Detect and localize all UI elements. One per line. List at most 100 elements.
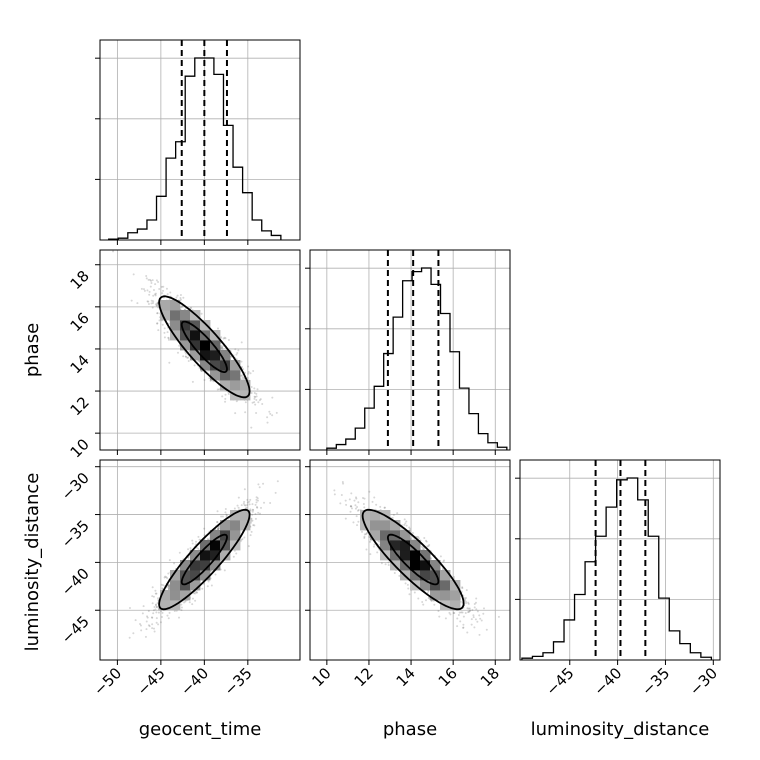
sample-point <box>442 560 445 563</box>
density-block <box>230 520 241 531</box>
sample-point <box>166 331 169 334</box>
sample-point <box>405 524 408 527</box>
sample-point <box>167 588 170 591</box>
sample-point <box>163 336 166 339</box>
density-block <box>190 550 201 561</box>
sample-point <box>365 548 368 551</box>
density-block <box>210 560 221 571</box>
sample-point <box>464 612 467 615</box>
sample-point <box>224 400 227 403</box>
sample-point <box>154 589 157 592</box>
sample-point <box>191 539 194 542</box>
sample-point <box>257 511 260 514</box>
density-block <box>200 340 211 351</box>
sample-point <box>425 540 428 543</box>
sample-point <box>224 393 227 396</box>
sample-point <box>258 512 261 515</box>
sample-point <box>167 617 170 620</box>
sample-point <box>139 623 142 626</box>
sample-point <box>161 323 164 326</box>
sample-point <box>250 530 253 533</box>
sample-point <box>146 289 149 292</box>
sample-point <box>224 508 227 511</box>
sample-point <box>340 493 343 496</box>
sample-point <box>430 599 433 602</box>
density-block <box>180 570 191 581</box>
sample-point <box>243 536 246 539</box>
sample-point <box>159 621 162 624</box>
sample-point <box>396 512 399 515</box>
sample-point <box>146 615 149 618</box>
sample-point <box>249 498 252 501</box>
sample-point <box>467 610 470 613</box>
sample-point <box>153 293 156 296</box>
sample-point <box>156 304 159 307</box>
sample-point <box>403 518 406 521</box>
sample-point <box>357 501 360 504</box>
sample-point <box>406 583 409 586</box>
sample-point <box>210 584 213 587</box>
sample-point <box>168 559 171 562</box>
sample-point <box>225 514 228 517</box>
sample-point <box>472 614 475 617</box>
sample-point <box>365 533 368 536</box>
sample-point <box>161 611 164 614</box>
sample-point <box>375 503 378 506</box>
sample-point <box>167 337 170 340</box>
sample-point <box>234 348 237 351</box>
sample-point <box>356 524 359 527</box>
sample-point <box>248 503 251 506</box>
sample-point <box>246 503 249 506</box>
sample-point <box>465 602 468 605</box>
sample-point <box>415 535 418 538</box>
sample-point <box>465 596 468 599</box>
sample-point <box>151 623 154 626</box>
sample-point <box>453 576 456 579</box>
sample-point <box>191 603 194 606</box>
sample-point <box>250 517 253 520</box>
sample-point <box>187 556 190 559</box>
sample-point <box>235 353 238 356</box>
sample-point <box>408 593 411 596</box>
sample-point <box>160 610 163 613</box>
sample-point <box>243 378 246 381</box>
sample-point <box>150 299 153 302</box>
sample-point <box>195 591 198 594</box>
sample-point <box>255 395 258 398</box>
sample-point <box>163 576 166 579</box>
sample-point <box>152 627 155 630</box>
sample-point <box>221 347 224 350</box>
sample-point <box>355 515 358 518</box>
density-block <box>210 340 221 351</box>
sample-point <box>147 300 150 303</box>
histogram-step-line <box>108 57 282 240</box>
sample-point <box>185 355 188 358</box>
sample-point <box>249 508 252 511</box>
sample-point <box>225 513 228 516</box>
sample-point <box>155 304 158 307</box>
sample-point <box>194 599 197 602</box>
sample-point <box>408 526 411 529</box>
sample-point <box>201 587 204 590</box>
sample-point <box>348 498 351 501</box>
density-block <box>210 350 221 361</box>
density-block <box>210 360 221 371</box>
sample-point <box>497 615 500 618</box>
density-block <box>190 330 201 341</box>
sample-point <box>156 597 159 600</box>
contour-line <box>180 533 228 586</box>
sample-point <box>254 517 257 520</box>
sample-point <box>112 250 115 253</box>
sample-point <box>218 388 221 391</box>
sample-point <box>216 521 219 524</box>
sample-point <box>139 624 142 627</box>
sample-point <box>152 302 155 305</box>
sample-point <box>149 278 152 281</box>
contour-line <box>158 295 251 399</box>
sample-point <box>167 338 170 341</box>
sample-point <box>251 508 254 511</box>
density-block <box>180 340 191 351</box>
sample-point <box>252 370 255 373</box>
sample-point <box>250 426 253 429</box>
sample-point <box>155 617 158 620</box>
